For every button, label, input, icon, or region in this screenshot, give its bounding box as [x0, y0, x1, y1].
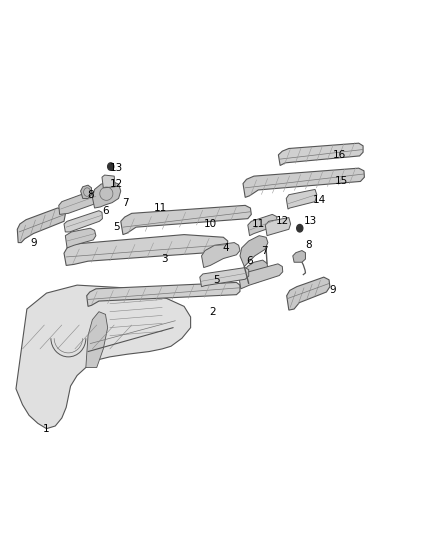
FancyBboxPatch shape: [32, 379, 43, 387]
Text: 6: 6: [246, 256, 253, 266]
Polygon shape: [287, 277, 330, 310]
Text: 15: 15: [335, 176, 348, 187]
Text: 5: 5: [213, 275, 220, 285]
Polygon shape: [86, 312, 108, 368]
Text: 9: 9: [329, 286, 336, 295]
Polygon shape: [265, 217, 290, 236]
Polygon shape: [244, 260, 268, 284]
Polygon shape: [248, 214, 277, 236]
Circle shape: [108, 163, 114, 170]
Text: 1: 1: [43, 424, 50, 434]
Text: 6: 6: [102, 206, 109, 216]
Text: 13: 13: [304, 216, 317, 227]
Text: 8: 8: [87, 190, 93, 200]
Polygon shape: [64, 235, 228, 265]
Polygon shape: [201, 243, 240, 268]
Polygon shape: [102, 175, 115, 188]
FancyBboxPatch shape: [32, 364, 43, 372]
Text: 16: 16: [332, 150, 346, 160]
Polygon shape: [92, 181, 121, 208]
Text: 11: 11: [252, 219, 265, 229]
Polygon shape: [286, 189, 317, 209]
FancyBboxPatch shape: [45, 376, 57, 385]
Text: 13: 13: [110, 163, 123, 173]
Polygon shape: [59, 192, 97, 214]
Polygon shape: [16, 285, 191, 429]
Text: 9: 9: [30, 238, 37, 247]
Polygon shape: [64, 211, 102, 232]
FancyBboxPatch shape: [58, 374, 70, 382]
Polygon shape: [200, 268, 249, 287]
Polygon shape: [81, 185, 92, 198]
Text: 7: 7: [122, 198, 128, 208]
Text: 4: 4: [222, 243, 229, 253]
Polygon shape: [121, 205, 251, 235]
Polygon shape: [239, 264, 283, 289]
Text: 12: 12: [110, 179, 123, 189]
Circle shape: [297, 224, 303, 232]
Text: 7: 7: [261, 246, 268, 255]
Text: 14: 14: [313, 195, 326, 205]
Text: 12: 12: [276, 216, 289, 227]
FancyBboxPatch shape: [45, 361, 57, 369]
Text: 8: 8: [305, 240, 312, 250]
Text: 3: 3: [161, 254, 168, 263]
Text: 5: 5: [113, 222, 120, 232]
Polygon shape: [243, 168, 364, 197]
Text: 2: 2: [209, 306, 216, 317]
Polygon shape: [293, 251, 305, 262]
Polygon shape: [87, 282, 240, 306]
Polygon shape: [240, 236, 268, 266]
Text: 10: 10: [204, 219, 217, 229]
FancyBboxPatch shape: [58, 358, 70, 367]
Polygon shape: [65, 228, 96, 248]
Polygon shape: [17, 208, 65, 243]
Polygon shape: [279, 143, 363, 165]
Text: 11: 11: [153, 203, 167, 213]
